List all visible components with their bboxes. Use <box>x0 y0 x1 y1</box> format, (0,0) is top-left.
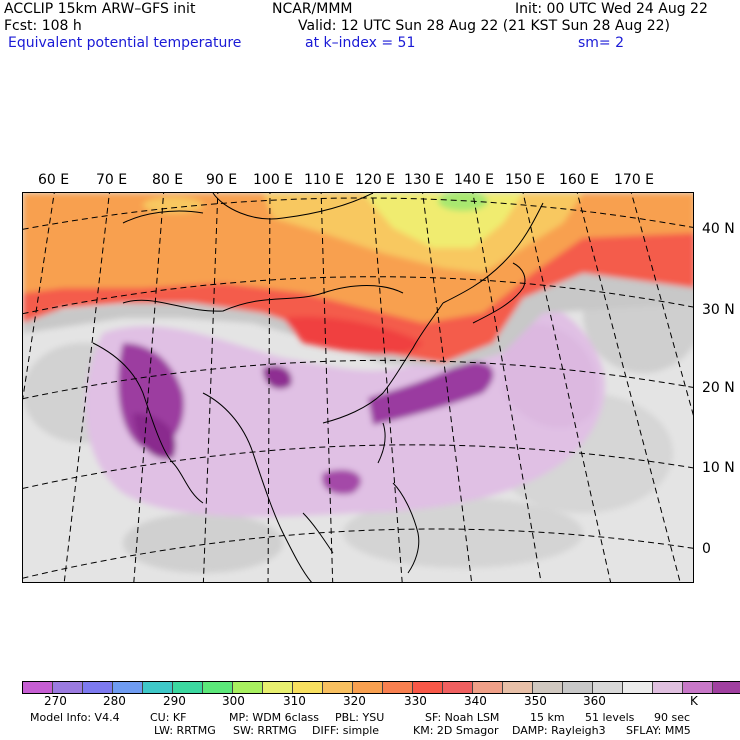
colorbar-swatch <box>173 682 203 693</box>
lon-label: 70 E <box>96 172 128 188</box>
footer-item: MP: WDM 6class <box>229 711 319 724</box>
footer-item: SF: Noah LSM <box>425 711 500 724</box>
theta-e-map <box>22 192 694 583</box>
colorbar-label: 360 <box>583 694 606 708</box>
footer-item: DAMP: Rayleigh3 <box>512 724 606 737</box>
colorbar-swatch <box>683 682 713 693</box>
footer-item: 15 km <box>530 711 565 724</box>
colorbar-swatch <box>593 682 623 693</box>
coastlines <box>92 193 544 582</box>
colorbar <box>22 681 740 694</box>
lon-label: 140 E <box>454 172 495 188</box>
footer-item: SW: RRTMG <box>233 724 297 737</box>
footer-item: DIFF: simple <box>312 724 380 737</box>
lon-label: 160 E <box>559 172 600 188</box>
colorbar-unit: K <box>690 694 698 708</box>
model-title: ACCLIP 15km ARW–GFS init <box>4 1 196 17</box>
lat-label: 0 <box>702 541 711 557</box>
colorbar-swatch <box>533 682 563 693</box>
footer-item: SFLAY: MM5 <box>626 724 691 737</box>
lon-label: 110 E <box>304 172 345 188</box>
colorbar-label: 320 <box>343 694 366 708</box>
colorbar-swatch <box>713 682 740 693</box>
lon-label: 120 E <box>355 172 396 188</box>
colorbar-swatch <box>503 682 533 693</box>
colorbar-swatch <box>563 682 593 693</box>
colorbar-swatch <box>113 682 143 693</box>
colorbar-swatch <box>473 682 503 693</box>
colorbar-label: 270 <box>44 694 67 708</box>
lon-label: 170 E <box>614 172 655 188</box>
lat-label: 30 N <box>702 302 735 318</box>
colorbar-swatch <box>443 682 473 693</box>
colorbar-swatch <box>413 682 443 693</box>
lat-label: 20 N <box>702 380 735 396</box>
colorbar-label: 350 <box>524 694 547 708</box>
colorbar-swatch <box>383 682 413 693</box>
forecast-hour: Fcst: 108 h <box>4 18 82 34</box>
lon-label: 90 E <box>206 172 238 188</box>
model-level: at k–index = 51 <box>305 35 416 51</box>
colorbar-swatch <box>233 682 263 693</box>
field-name: Equivalent potential temperature <box>8 35 242 51</box>
lon-label: 80 E <box>152 172 184 188</box>
colorbar-swatch <box>353 682 383 693</box>
footer-item: LW: RRTMG <box>154 724 216 737</box>
colorbar-swatch <box>143 682 173 693</box>
lon-label: 60 E <box>38 172 70 188</box>
footer-item: 90 sec <box>654 711 691 724</box>
colorbar-swatch <box>53 682 83 693</box>
colorbar-label: 310 <box>283 694 306 708</box>
footer-item: Model Info: V4.4 <box>30 711 120 724</box>
smoothing-label: sm= 2 <box>578 35 625 51</box>
meridians <box>23 193 693 582</box>
lat-label: 10 N <box>702 460 735 476</box>
colorbar-label: 290 <box>163 694 186 708</box>
colorbar-swatch <box>83 682 113 693</box>
footer-item: 51 levels <box>585 711 635 724</box>
colorbar-swatch <box>623 682 653 693</box>
colorbar-swatch <box>203 682 233 693</box>
organization-label: NCAR/MMM <box>272 1 353 17</box>
colorbar-label: 340 <box>464 694 487 708</box>
colorbar-swatch <box>263 682 293 693</box>
lat-label: 40 N <box>702 221 735 237</box>
footer-item: PBL: YSU <box>335 711 385 724</box>
colorbar-swatch <box>323 682 353 693</box>
colorbar-label: 280 <box>103 694 126 708</box>
colorbar-label: 330 <box>404 694 427 708</box>
colorbar-swatch <box>293 682 323 693</box>
lon-label: 130 E <box>404 172 445 188</box>
lon-label: 150 E <box>505 172 546 188</box>
footer-item: CU: KF <box>150 711 187 724</box>
colorbar-label: 300 <box>222 694 245 708</box>
colorbar-swatch <box>653 682 683 693</box>
valid-time: Valid: 12 UTC Sun 28 Aug 22 (21 KST Sun … <box>298 18 670 34</box>
theta-e-shading <box>23 193 693 573</box>
init-time: Init: 00 UTC Wed 24 Aug 22 <box>515 1 708 17</box>
map-canvas <box>23 193 693 582</box>
lon-label: 100 E <box>253 172 294 188</box>
footer-item: KM: 2D Smagor <box>413 724 499 737</box>
colorbar-swatch <box>23 682 53 693</box>
